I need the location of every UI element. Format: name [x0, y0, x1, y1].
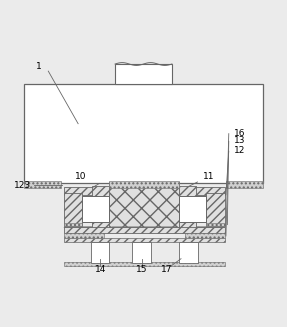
Text: 15: 15	[136, 265, 147, 274]
Bar	[64, 233, 104, 238]
Bar	[206, 223, 224, 226]
Text: 17: 17	[160, 265, 172, 274]
Bar	[64, 227, 224, 233]
Polygon shape	[109, 227, 179, 228]
Text: 13: 13	[234, 136, 246, 145]
Text: 10: 10	[75, 172, 87, 181]
Bar	[226, 181, 263, 188]
Text: 11: 11	[203, 172, 215, 181]
Bar	[179, 186, 196, 229]
Bar	[109, 182, 179, 229]
Text: 123: 123	[14, 181, 31, 190]
Text: 12: 12	[234, 146, 246, 155]
Text: 1: 1	[36, 62, 41, 71]
Bar	[24, 84, 263, 183]
Bar	[115, 64, 172, 84]
Bar	[206, 193, 224, 226]
Bar	[109, 181, 179, 188]
Bar	[179, 196, 206, 222]
Text: 14: 14	[95, 265, 106, 274]
Bar	[92, 186, 109, 229]
Bar	[64, 187, 224, 195]
Bar	[64, 262, 224, 266]
Bar	[82, 196, 109, 222]
Text: 16: 16	[234, 129, 246, 138]
Bar	[64, 193, 82, 226]
Bar	[185, 233, 224, 238]
Bar	[64, 238, 224, 242]
Bar	[132, 242, 151, 263]
Bar	[64, 223, 82, 226]
Bar	[91, 242, 109, 263]
Bar	[179, 242, 197, 263]
Bar	[24, 181, 61, 188]
Polygon shape	[64, 227, 224, 228]
